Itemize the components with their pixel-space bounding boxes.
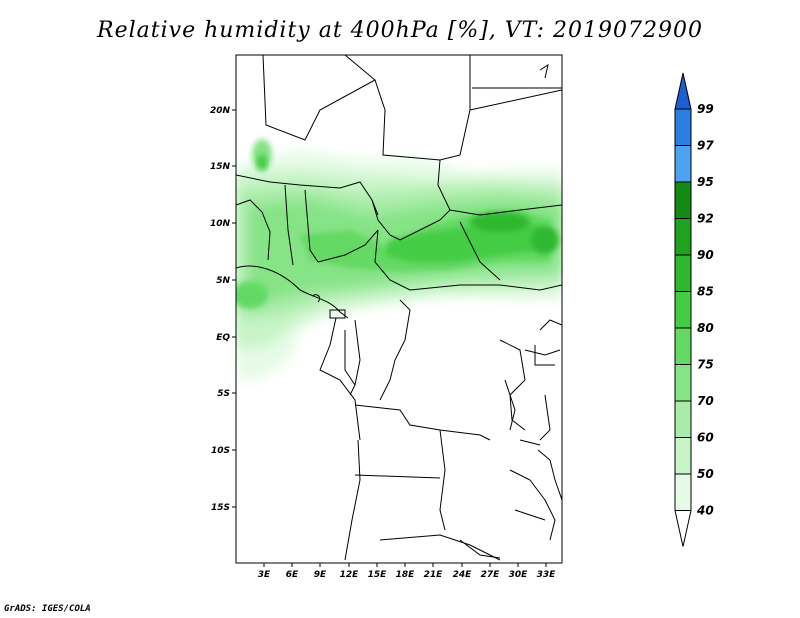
colorbar: 99 97 95 92 90 85 80 75 70 60 50 40 bbox=[674, 72, 714, 547]
lon-label: 9E bbox=[314, 570, 327, 580]
colorbar-swatch bbox=[674, 181, 692, 219]
colorbar-label: 70 bbox=[697, 394, 714, 408]
lat-label: 5S bbox=[217, 389, 230, 399]
colorbar-label: 40 bbox=[696, 504, 714, 518]
lon-label: 33E bbox=[537, 570, 557, 580]
lon-tick-labels: 3E 6E 9E 12E 15E 18E 21E 24E 27E 30E 33E bbox=[258, 570, 556, 580]
colorbar-swatch bbox=[674, 473, 692, 511]
colorbar-swatch bbox=[674, 108, 692, 146]
colorbar-swatch bbox=[674, 327, 692, 365]
map-title: Relative humidity at 400hPa [%], VT: 201… bbox=[97, 18, 703, 43]
lat-label: 15N bbox=[210, 162, 231, 172]
lat-label: 15S bbox=[211, 503, 230, 513]
colorbar-swatch bbox=[674, 145, 692, 183]
lat-label: 5N bbox=[216, 276, 230, 286]
colorbar-label: 90 bbox=[697, 248, 714, 262]
lon-label: 15E bbox=[368, 570, 388, 580]
lat-tick-marks bbox=[232, 109, 236, 508]
colorbar-label: 99 bbox=[697, 102, 714, 116]
lat-label: EQ bbox=[216, 333, 230, 343]
map-frame bbox=[235, 54, 563, 564]
colorbar-label: 50 bbox=[697, 467, 714, 481]
country-borders bbox=[236, 55, 562, 561]
colorbar-swatch bbox=[674, 437, 692, 475]
colorbar-swatch bbox=[674, 254, 692, 292]
colorbar-label: 80 bbox=[697, 321, 714, 335]
colorbar-label: 85 bbox=[697, 285, 714, 299]
humidity-field bbox=[236, 139, 562, 380]
lon-label: 24E bbox=[453, 570, 473, 580]
colorbar-label: 75 bbox=[697, 358, 714, 372]
lat-tick-labels: 20N 15N 10N 5N EQ 5S 10S 15S bbox=[210, 106, 231, 513]
lon-label: 6E bbox=[286, 570, 299, 580]
colorbar-label: 95 bbox=[697, 175, 714, 189]
colorbar-swatch bbox=[674, 400, 692, 438]
lat-label: 20N bbox=[210, 106, 231, 116]
lon-label: 30E bbox=[509, 570, 529, 580]
lat-label: 10N bbox=[210, 219, 231, 229]
colorbar-swatch bbox=[674, 291, 692, 329]
lat-label: 10S bbox=[211, 446, 230, 456]
lon-label: 3E bbox=[258, 570, 271, 580]
colorbar-swatch bbox=[674, 218, 692, 256]
colorbar-bottom-arrow bbox=[674, 510, 692, 547]
lon-tick-marks bbox=[263, 563, 547, 567]
colorbar-label: 97 bbox=[697, 139, 714, 153]
colorbar-swatch bbox=[674, 364, 692, 402]
lon-label: 21E bbox=[424, 570, 444, 580]
lon-label: 12E bbox=[340, 570, 360, 580]
colorbar-label: 92 bbox=[697, 212, 714, 226]
colorbar-top-arrow bbox=[674, 72, 692, 110]
lon-label: 18E bbox=[396, 570, 416, 580]
lon-label: 27E bbox=[481, 570, 501, 580]
colorbar-label: 60 bbox=[697, 431, 714, 445]
grads-credit: GrADS: IGES/COLA bbox=[4, 604, 91, 614]
